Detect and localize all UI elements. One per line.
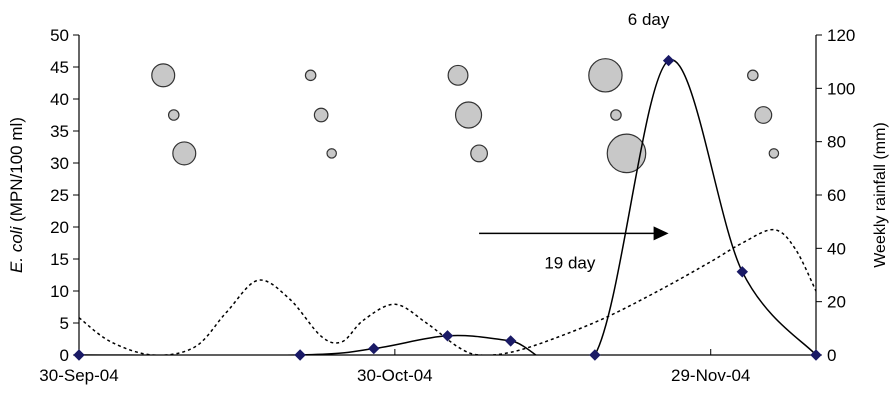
y-tick-label: 15 <box>50 250 69 269</box>
bubble-mark <box>588 58 623 93</box>
bubble-mark <box>313 107 329 123</box>
y2-tick-label: 80 <box>827 133 846 152</box>
y-tick-label: 35 <box>50 122 69 141</box>
bubble-mark <box>326 148 337 159</box>
annotation-layer: 6 day 19 day <box>479 10 670 272</box>
axes-layer: 0 5 10 15 20 25 30 35 40 45 50 0 20 40 60 80 100 120 30-Se… <box>39 26 855 385</box>
ecoli-marker <box>736 266 749 278</box>
y2-tick-label: 20 <box>827 293 846 312</box>
y2-tick-label: 40 <box>827 239 846 258</box>
bubble-mark <box>454 101 483 129</box>
annotation-6-day: 6 day <box>628 10 670 29</box>
bubble-mark <box>610 109 622 121</box>
ecoli-marker <box>589 349 601 361</box>
y-tick-label: 40 <box>50 90 69 109</box>
y-tick-label: 25 <box>50 186 69 205</box>
series-layer <box>79 59 816 355</box>
y2-tick-label: 0 <box>827 346 836 365</box>
y-axis-label-italic: E. coli <box>7 225 26 273</box>
bubble-mark <box>747 69 759 82</box>
bubble-layer <box>151 58 780 174</box>
ecoli-marker <box>504 335 517 347</box>
y2-tick-label: 120 <box>827 26 855 45</box>
bubble-mark <box>470 144 489 163</box>
bubble-mark <box>606 133 647 174</box>
bubble-mark <box>304 69 317 82</box>
y-tick-label: 0 <box>60 346 69 365</box>
ecoli-marker <box>810 349 822 361</box>
y-tick-label: 45 <box>50 58 69 77</box>
bubble-mark <box>768 148 780 159</box>
marker-layer <box>73 54 822 361</box>
bubble-mark <box>754 106 773 124</box>
ecoli-marker <box>294 349 306 361</box>
arrow-head <box>653 226 669 241</box>
y-tick-label: 10 <box>50 282 69 301</box>
y-tick-label: 20 <box>50 218 69 237</box>
y2-tick-label: 60 <box>827 186 846 205</box>
y-axis-label: E. coli (MPN/100 ml) <box>7 117 26 273</box>
y-tick-label: 30 <box>50 154 69 173</box>
ecoli-marker <box>662 54 675 67</box>
ecoli-marker <box>73 349 85 361</box>
x-tick-label: 29-Nov-04 <box>671 366 750 385</box>
ecoli-marker <box>368 342 380 355</box>
ecoli-marker <box>441 330 454 342</box>
y-axis-label-rest: (MPN/100 ml) <box>7 117 26 227</box>
y-tick-label: 5 <box>60 314 69 333</box>
y2-tick-label: 100 <box>827 79 855 98</box>
x-tick-label: 30-Oct-04 <box>357 366 433 385</box>
x-tick-label: 30-Sep-04 <box>39 366 118 385</box>
y-tick-label: 50 <box>50 26 69 45</box>
label-layer: E. coli (MPN/100 ml) Weekly rainfall (mm… <box>7 117 889 273</box>
bubble-mark <box>447 64 469 86</box>
bubble-mark <box>167 109 180 121</box>
annotation-19-day: 19 day <box>544 253 596 272</box>
rainfall-line <box>79 228 816 355</box>
bubble-mark <box>172 141 197 166</box>
y2-axis-label: Weekly rainfall (mm) <box>872 122 889 268</box>
bubble-mark <box>151 63 176 88</box>
ecoli-line <box>79 59 816 355</box>
